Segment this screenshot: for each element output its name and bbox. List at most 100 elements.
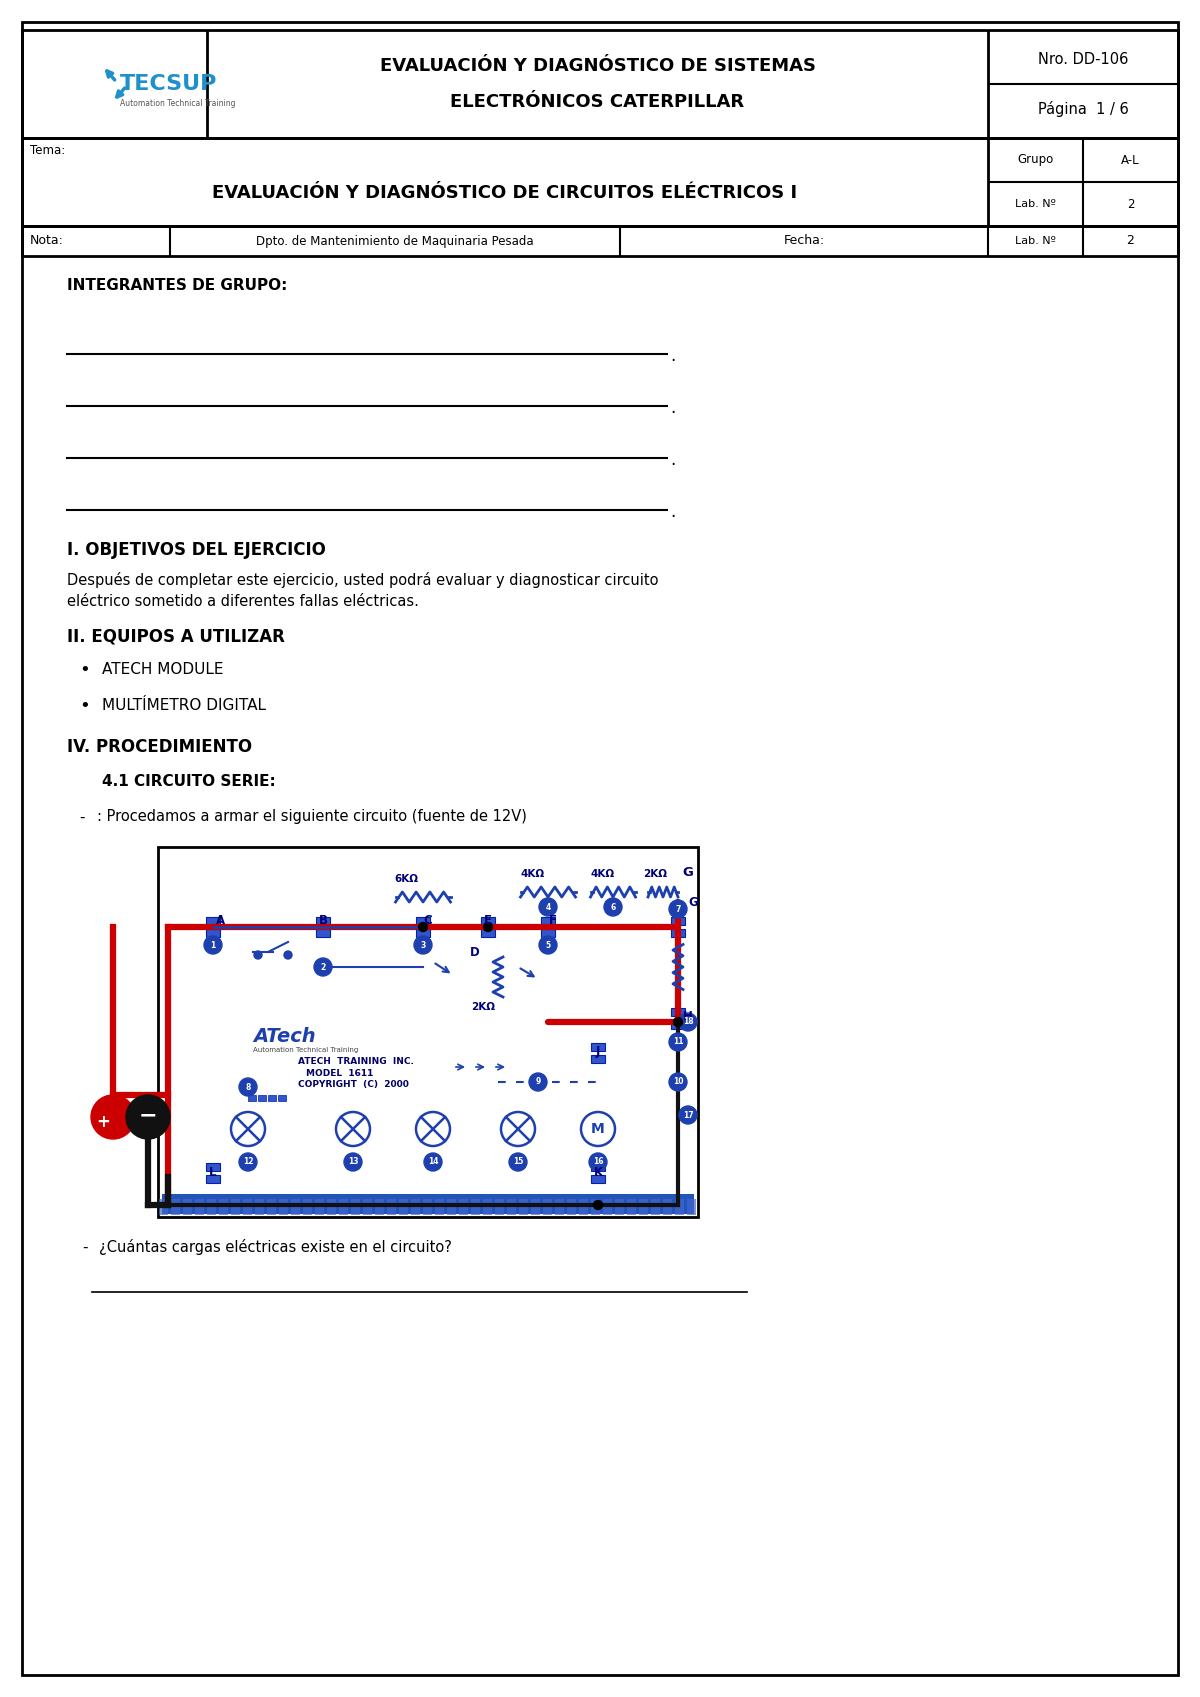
Bar <box>496 1200 504 1215</box>
Bar <box>554 1200 564 1215</box>
Circle shape <box>314 959 332 976</box>
Bar <box>481 928 496 937</box>
Text: Dpto. de Mantenimiento de Maquinaria Pesada: Dpto. de Mantenimiento de Maquinaria Pes… <box>256 234 534 248</box>
Circle shape <box>539 937 557 954</box>
Bar <box>470 1200 480 1215</box>
Bar <box>162 1195 694 1213</box>
Text: •: • <box>79 662 90 679</box>
Text: K: K <box>594 1166 602 1178</box>
Text: : Procedamos a armar el siguiente circuito (fuente de 12V): : Procedamos a armar el siguiente circui… <box>97 809 527 825</box>
Bar <box>206 1174 220 1183</box>
Bar <box>628 1200 636 1215</box>
Text: Tema:: Tema: <box>30 144 65 156</box>
Bar <box>364 1200 372 1215</box>
Bar <box>182 1200 192 1215</box>
Text: 3: 3 <box>420 940 426 950</box>
Text: Automation Technical Training: Automation Technical Training <box>253 1047 359 1054</box>
Text: E: E <box>484 915 492 928</box>
Bar <box>616 1200 624 1215</box>
Bar <box>158 847 698 1217</box>
Bar <box>278 1095 286 1101</box>
Circle shape <box>239 1152 257 1171</box>
Text: 1: 1 <box>210 940 216 950</box>
Text: Fecha:: Fecha: <box>784 234 824 248</box>
Bar <box>248 1095 256 1101</box>
Text: 7: 7 <box>676 905 680 913</box>
Bar <box>592 1174 605 1183</box>
Bar <box>340 1200 348 1215</box>
Text: COPYRIGHT  (C)  2000: COPYRIGHT (C) 2000 <box>298 1079 409 1088</box>
Text: Después de completar este ejercicio, usted podrá evaluar y diagnosticar circuito: Después de completar este ejercicio, ust… <box>67 572 659 587</box>
Text: Automation Technical Training: Automation Technical Training <box>120 100 235 109</box>
Bar <box>208 1200 216 1215</box>
Bar <box>640 1200 648 1215</box>
Circle shape <box>126 1095 170 1139</box>
Bar <box>662 1200 672 1215</box>
Text: I. OBJETIVOS DEL EJERCICIO: I. OBJETIVOS DEL EJERCICIO <box>67 541 326 558</box>
Bar <box>220 1200 228 1215</box>
Text: 5: 5 <box>546 940 551 950</box>
Bar <box>542 1200 552 1215</box>
Text: Grupo: Grupo <box>1018 153 1054 166</box>
Text: EVALUACIÓN Y DIAGNÓSTICO DE SISTEMAS: EVALUACIÓN Y DIAGNÓSTICO DE SISTEMAS <box>379 56 816 75</box>
Bar <box>674 1200 684 1215</box>
Text: 13: 13 <box>348 1157 359 1166</box>
Text: L: L <box>209 1166 217 1178</box>
Text: G: G <box>683 865 694 879</box>
Text: 2: 2 <box>1127 197 1134 210</box>
Text: 15: 15 <box>512 1157 523 1166</box>
Text: C: C <box>424 915 432 928</box>
Text: +: + <box>96 1113 110 1130</box>
Bar <box>520 1200 528 1215</box>
Circle shape <box>594 1200 602 1210</box>
Bar <box>580 1200 588 1215</box>
Text: J: J <box>596 1045 600 1059</box>
Circle shape <box>673 1018 683 1027</box>
Text: ELECTRÓNICOS CATERPILLAR: ELECTRÓNICOS CATERPILLAR <box>450 93 744 112</box>
Text: 17: 17 <box>683 1110 694 1120</box>
Bar <box>568 1200 576 1215</box>
Text: -: - <box>82 1239 88 1254</box>
Bar <box>386 1200 396 1215</box>
Text: 6: 6 <box>611 903 616 911</box>
Text: A: A <box>216 915 224 928</box>
Text: F: F <box>550 915 557 928</box>
Text: .: . <box>670 346 676 365</box>
Circle shape <box>529 1073 547 1091</box>
Text: 2: 2 <box>320 962 325 971</box>
Text: eléctrico sometido a diferentes fallas eléctricas.: eléctrico sometido a diferentes fallas e… <box>67 594 419 609</box>
Bar <box>194 1200 204 1215</box>
Bar <box>256 1200 264 1215</box>
Text: Nro. DD-106: Nro. DD-106 <box>1038 51 1128 66</box>
Text: 14: 14 <box>427 1157 438 1166</box>
Bar <box>671 928 685 937</box>
Circle shape <box>484 923 492 932</box>
Bar <box>416 916 430 925</box>
Text: 18: 18 <box>683 1018 694 1027</box>
Bar <box>316 928 330 937</box>
Circle shape <box>91 1095 134 1139</box>
Bar <box>541 916 554 925</box>
Text: M: M <box>592 1122 605 1135</box>
Bar <box>242 1200 252 1215</box>
Circle shape <box>679 1106 697 1123</box>
Text: 10: 10 <box>673 1078 683 1086</box>
Text: 6KΩ: 6KΩ <box>394 874 418 884</box>
Text: Nota:: Nota: <box>30 234 64 248</box>
Text: .: . <box>670 502 676 521</box>
Circle shape <box>539 898 557 916</box>
Bar <box>592 1056 605 1062</box>
Circle shape <box>344 1152 362 1171</box>
Text: G: G <box>688 896 698 908</box>
Text: Lab. Nº: Lab. Nº <box>1015 236 1056 246</box>
Text: 9: 9 <box>535 1078 541 1086</box>
Circle shape <box>670 1073 686 1091</box>
Bar <box>374 1200 384 1215</box>
Bar <box>410 1200 420 1215</box>
Text: 4KΩ: 4KΩ <box>590 869 616 879</box>
Bar <box>446 1200 456 1215</box>
Text: MODEL  1611: MODEL 1611 <box>306 1069 373 1078</box>
Bar <box>541 928 554 937</box>
Text: −: − <box>139 1105 157 1125</box>
Bar <box>206 916 220 925</box>
